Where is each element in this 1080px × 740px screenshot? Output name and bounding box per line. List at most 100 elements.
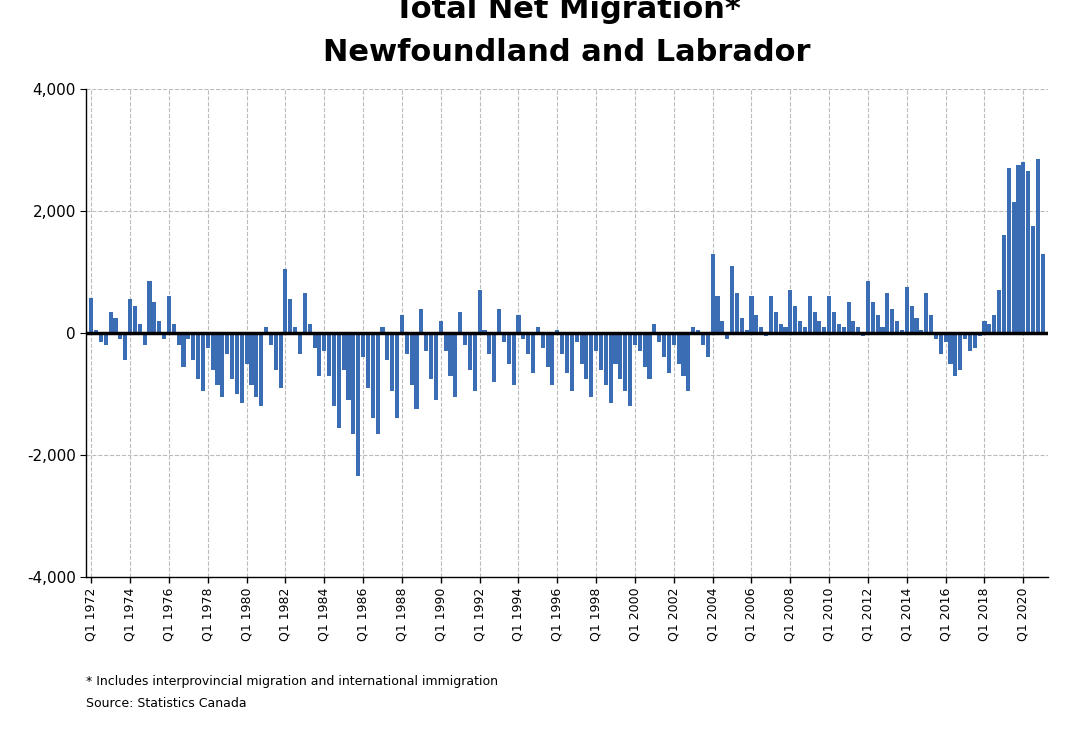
Bar: [924, 293, 929, 333]
Bar: [773, 312, 778, 333]
Bar: [900, 330, 904, 333]
Bar: [308, 324, 312, 333]
Bar: [337, 333, 341, 428]
Bar: [94, 330, 98, 333]
Bar: [934, 333, 939, 339]
Bar: [167, 296, 171, 333]
Bar: [657, 333, 661, 342]
Bar: [1031, 226, 1035, 333]
Bar: [409, 333, 414, 385]
Bar: [594, 333, 598, 352]
Bar: [1016, 165, 1021, 333]
Bar: [415, 333, 419, 409]
Bar: [240, 333, 244, 403]
Bar: [779, 324, 783, 333]
Bar: [444, 333, 448, 352]
Bar: [725, 333, 729, 339]
Bar: [590, 333, 593, 397]
Bar: [249, 333, 254, 385]
Bar: [234, 333, 239, 394]
Bar: [332, 333, 336, 406]
Bar: [129, 300, 132, 333]
Bar: [405, 333, 409, 354]
Bar: [438, 321, 443, 333]
Bar: [886, 293, 890, 333]
Bar: [162, 333, 166, 339]
Bar: [822, 327, 826, 333]
Bar: [181, 333, 186, 366]
Bar: [629, 333, 632, 406]
Bar: [662, 333, 666, 357]
Bar: [565, 333, 569, 373]
Text: Source: Statistics Canada: Source: Statistics Canada: [86, 696, 247, 710]
Bar: [812, 312, 816, 333]
Bar: [954, 333, 958, 376]
Bar: [477, 290, 482, 333]
Bar: [172, 324, 176, 333]
Text: * Includes interprovincial migration and international immigration: * Includes interprovincial migration and…: [86, 674, 498, 687]
Bar: [948, 333, 953, 363]
Bar: [492, 333, 496, 382]
Bar: [963, 333, 967, 339]
Bar: [561, 333, 564, 354]
Bar: [473, 333, 477, 391]
Bar: [288, 300, 293, 333]
Bar: [487, 333, 491, 354]
Bar: [512, 333, 515, 385]
Bar: [730, 266, 734, 333]
Bar: [104, 333, 108, 345]
Bar: [808, 296, 812, 333]
Bar: [201, 333, 205, 391]
Bar: [890, 309, 894, 333]
Bar: [264, 327, 268, 333]
Bar: [195, 333, 200, 379]
Bar: [802, 327, 807, 333]
Bar: [215, 333, 219, 385]
Bar: [750, 296, 754, 333]
Bar: [347, 333, 351, 400]
Bar: [599, 333, 603, 369]
Bar: [837, 324, 841, 333]
Bar: [536, 327, 540, 333]
Bar: [856, 327, 861, 333]
Bar: [783, 327, 787, 333]
Bar: [1007, 168, 1011, 333]
Bar: [847, 303, 851, 333]
Bar: [312, 333, 316, 349]
Bar: [400, 314, 404, 333]
Bar: [764, 333, 768, 336]
Bar: [448, 333, 453, 376]
Bar: [841, 327, 846, 333]
Bar: [987, 324, 991, 333]
Bar: [798, 321, 802, 333]
Bar: [681, 333, 686, 376]
Bar: [502, 333, 505, 342]
Bar: [827, 296, 832, 333]
Bar: [720, 321, 725, 333]
Bar: [993, 314, 996, 333]
Bar: [666, 333, 671, 373]
Bar: [575, 333, 579, 342]
Bar: [318, 333, 322, 376]
Bar: [507, 333, 511, 363]
Bar: [205, 333, 210, 349]
Bar: [759, 327, 764, 333]
Bar: [176, 333, 180, 345]
Bar: [283, 269, 287, 333]
Bar: [341, 333, 346, 369]
Bar: [584, 333, 589, 379]
Bar: [351, 333, 355, 434]
Bar: [1022, 162, 1025, 333]
Bar: [454, 333, 458, 397]
Bar: [434, 333, 438, 400]
Bar: [541, 333, 544, 349]
Bar: [944, 333, 948, 342]
Bar: [1036, 159, 1040, 333]
Bar: [497, 309, 501, 333]
Bar: [870, 303, 875, 333]
Bar: [672, 333, 676, 345]
Bar: [876, 314, 880, 333]
Bar: [977, 333, 982, 336]
Bar: [327, 333, 332, 376]
Bar: [638, 333, 642, 352]
